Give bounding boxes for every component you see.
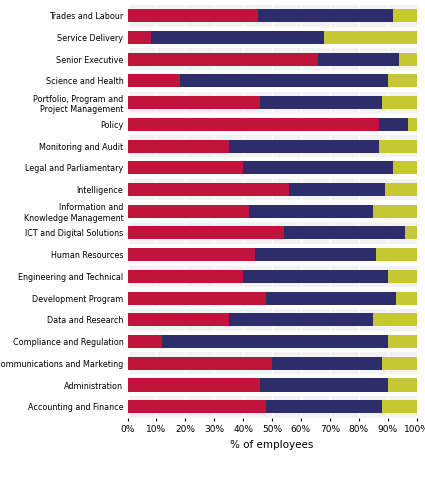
Bar — [162, 335, 388, 348]
Bar — [128, 161, 243, 174]
Bar — [128, 313, 229, 326]
Bar — [128, 96, 261, 109]
Bar — [128, 331, 416, 352]
Bar — [128, 9, 258, 22]
Bar — [128, 183, 289, 196]
Bar — [128, 400, 266, 413]
Bar — [128, 352, 416, 374]
Bar — [388, 270, 416, 283]
Bar — [128, 270, 243, 283]
Bar — [373, 204, 416, 218]
Bar — [128, 335, 162, 348]
Bar — [266, 400, 382, 413]
X-axis label: % of employees: % of employees — [230, 440, 314, 450]
Bar — [229, 313, 373, 326]
Bar — [396, 291, 416, 305]
Bar — [128, 248, 255, 261]
Bar — [405, 227, 416, 240]
Bar — [128, 118, 379, 131]
Bar — [382, 96, 416, 109]
Bar — [382, 357, 416, 370]
Bar — [128, 113, 416, 135]
Bar — [128, 379, 261, 392]
Bar — [128, 48, 416, 70]
Bar — [128, 140, 229, 153]
Bar — [272, 357, 382, 370]
Bar — [373, 313, 416, 326]
Bar — [318, 53, 399, 66]
Bar — [128, 157, 416, 179]
Bar — [408, 118, 416, 131]
Bar — [266, 291, 396, 305]
Bar — [128, 222, 416, 244]
Bar — [261, 96, 382, 109]
Bar — [128, 135, 416, 157]
Bar — [128, 70, 416, 92]
Bar — [249, 204, 373, 218]
Bar — [394, 9, 416, 22]
Legend: ACT, Cities, Regional: ACT, Cities, Regional — [187, 477, 357, 480]
Bar — [128, 179, 416, 200]
Bar — [243, 270, 388, 283]
Bar — [258, 9, 394, 22]
Bar — [261, 379, 388, 392]
Bar — [243, 161, 394, 174]
Bar — [128, 31, 150, 44]
Bar — [255, 248, 376, 261]
Bar — [382, 400, 416, 413]
Bar — [128, 74, 179, 87]
Bar — [388, 74, 416, 87]
Bar — [379, 140, 416, 153]
Bar — [388, 335, 416, 348]
Bar — [128, 92, 416, 113]
Bar — [388, 379, 416, 392]
Bar — [394, 161, 416, 174]
Bar — [376, 248, 416, 261]
Bar — [128, 287, 416, 309]
Bar — [128, 244, 416, 265]
Bar — [385, 183, 416, 196]
Bar — [128, 291, 266, 305]
Bar — [128, 265, 416, 287]
Bar — [324, 31, 416, 44]
Bar — [229, 140, 379, 153]
Bar — [128, 53, 318, 66]
Bar — [128, 396, 416, 418]
Bar — [179, 74, 388, 87]
Bar — [128, 5, 416, 26]
Bar — [283, 227, 405, 240]
Bar — [128, 374, 416, 396]
Bar — [128, 227, 283, 240]
Bar — [379, 118, 408, 131]
Bar — [128, 309, 416, 331]
Bar — [128, 357, 272, 370]
Bar — [128, 204, 249, 218]
Bar — [128, 26, 416, 48]
Bar — [150, 31, 324, 44]
Bar — [128, 200, 416, 222]
Bar — [289, 183, 385, 196]
Bar — [399, 53, 416, 66]
